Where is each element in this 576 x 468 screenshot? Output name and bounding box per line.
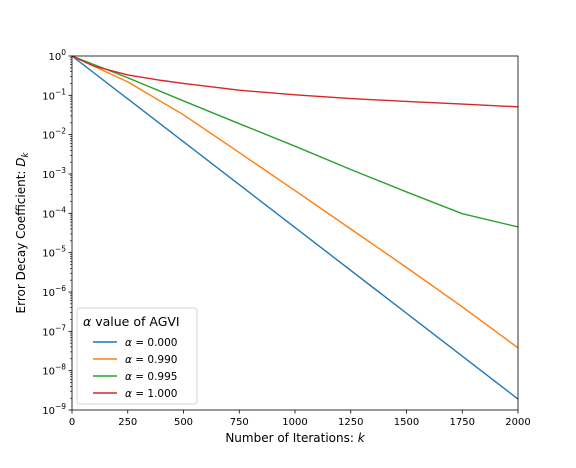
series-line-2 — [71, 55, 519, 228]
legend-entry-var: α — [125, 388, 132, 400]
legend-entry-var: α — [125, 354, 132, 366]
x-tick-label: 500 — [174, 417, 193, 428]
x-tick-label: 1500 — [394, 417, 419, 428]
legend-title-text: value of AGVI — [91, 314, 179, 329]
y-tick-label: 10−9 — [42, 402, 66, 417]
x-tick-label: 750 — [230, 417, 249, 428]
y-tick-label: 10−7 — [42, 323, 66, 338]
y-tick-exponent: −9 — [55, 402, 66, 411]
x-axis: 0 250 500 750 1000 1250 1500 1750 2000 — [69, 410, 531, 428]
y-tick-base: 10 — [42, 406, 55, 417]
y-tick-exponent: −2 — [55, 127, 66, 136]
x-axis-label-text: Number of Iterations: — [225, 431, 357, 445]
y-tick-label: 10−6 — [42, 284, 66, 299]
y-tick-label: 10−3 — [42, 166, 66, 181]
y-tick-label: 10−2 — [42, 127, 66, 142]
legend-title-var: α — [83, 314, 92, 329]
x-tick-label: 1750 — [450, 417, 475, 428]
y-tick-base: 10 — [42, 249, 55, 260]
series-line-1 — [71, 55, 519, 349]
y-tick-base: 10 — [42, 367, 55, 378]
x-tick-label: 2000 — [505, 417, 530, 428]
legend-entry-3: α = 1.000 — [125, 388, 177, 400]
y-tick-exponent: 0 — [61, 48, 66, 57]
x-tick-label: 1000 — [282, 417, 307, 428]
y-tick-base: 10 — [48, 52, 61, 63]
legend-title: α value of AGVI — [83, 314, 180, 329]
y-tick-exponent: −4 — [55, 205, 66, 214]
legend-entry-1: α = 0.990 — [125, 354, 177, 366]
y-tick-exponent: −3 — [55, 166, 66, 175]
x-tick-label: 1250 — [338, 417, 363, 428]
y-tick-base: 10 — [42, 209, 55, 220]
y-tick-label: 10−1 — [42, 87, 66, 102]
y-tick-exponent: −5 — [55, 245, 66, 254]
y-tick-exponent: −1 — [55, 87, 66, 96]
legend-entry-text: = 1.000 — [132, 388, 178, 400]
legend-entry-var: α — [125, 371, 132, 383]
y-tick-base: 10 — [42, 131, 55, 142]
x-tick-label: 0 — [69, 417, 75, 428]
series-line-0 — [71, 55, 519, 400]
legend-entry-text: = 0.990 — [132, 354, 178, 366]
y-axis-label-text: Error Decay Coefficient: — [14, 167, 28, 314]
y-tick-label: 10−8 — [42, 363, 66, 378]
x-axis-label: Number of Iterations: k — [225, 431, 365, 445]
y-tick-base: 10 — [42, 170, 55, 181]
y-tick-base: 10 — [42, 327, 55, 338]
y-tick-label: 10−4 — [42, 205, 66, 220]
legend-entry-var: α — [125, 337, 132, 349]
y-tick-base: 10 — [42, 91, 55, 102]
x-axis-label-var: k — [358, 431, 366, 445]
y-tick-exponent: −7 — [55, 323, 66, 332]
legend-entry-text: = 0.995 — [132, 371, 178, 383]
y-axis-label-sub: k — [21, 151, 31, 157]
legend-entry-0: α = 0.000 — [125, 337, 177, 349]
y-tick-exponent: −8 — [55, 363, 66, 372]
y-axis-label-var: D — [14, 157, 28, 166]
series-group — [71, 55, 519, 400]
y-tick-base: 10 — [42, 288, 55, 299]
y-tick-label: 10−5 — [42, 245, 66, 260]
legend-entry-2: α = 0.995 — [125, 371, 177, 383]
x-tick-label: 250 — [118, 417, 137, 428]
y-tick-label: 100 — [48, 48, 66, 63]
y-axis-label: Error Decay Coefficient: Dk — [14, 151, 31, 313]
legend-box — [76, 307, 198, 405]
series-line-3 — [71, 55, 519, 108]
y-tick-exponent: −6 — [55, 284, 66, 293]
legend-entry-text: = 0.000 — [132, 337, 178, 349]
